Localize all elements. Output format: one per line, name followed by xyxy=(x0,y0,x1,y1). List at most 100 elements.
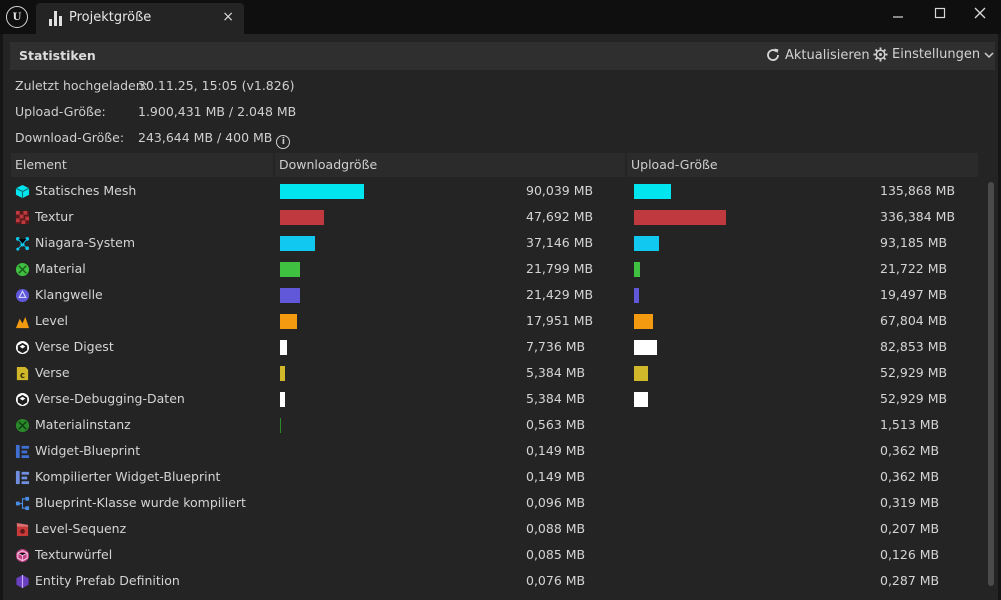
refresh-icon xyxy=(767,48,779,61)
row-name: Texturwürfel xyxy=(35,547,113,562)
download-value: 0,076 MB xyxy=(526,573,586,588)
minimize-button[interactable] xyxy=(884,4,912,22)
column-download[interactable]: Downloadgröße xyxy=(275,153,625,177)
download-size-value-wrap: 243,644 MB / 400 MB i xyxy=(138,130,291,149)
scrollbar-thumb[interactable] xyxy=(988,182,994,586)
upload-bar xyxy=(634,366,648,381)
download-bar xyxy=(280,288,300,303)
tab-projektgroesse[interactable]: Projektgröße × xyxy=(36,3,244,34)
download-size-label: Download-Größe: xyxy=(15,130,125,145)
table-row[interactable]: Level-Sequenz 0,088 MB 0,207 MB xyxy=(11,516,978,542)
maximize-button[interactable] xyxy=(926,4,954,22)
upload-value: 19,497 MB xyxy=(880,287,948,302)
upload-value: 0,319 MB xyxy=(880,495,940,510)
material-icon xyxy=(15,262,30,277)
table-row[interactable]: Widget-Blueprint 0,149 MB 0,362 MB xyxy=(11,438,978,464)
row-name: Material xyxy=(35,261,86,276)
row-name: Blueprint-Klasse wurde kompiliert xyxy=(35,495,246,510)
minimize-icon xyxy=(893,16,903,18)
table-row[interactable]: Niagara-System 37,146 MB 93,185 MB xyxy=(11,230,978,256)
download-value: 37,146 MB xyxy=(526,235,594,250)
last-upload-label: Zuletzt hochgeladen: xyxy=(15,78,148,93)
tab-title: Projektgröße xyxy=(69,10,152,25)
unreal-logo-icon[interactable]: U xyxy=(6,6,28,28)
download-value: 21,429 MB xyxy=(526,287,594,302)
column-upload[interactable]: Upload-Größe xyxy=(627,153,978,177)
close-window-button[interactable] xyxy=(966,4,994,22)
title-bar: U Projektgröße × xyxy=(0,0,1001,34)
chart-icon xyxy=(49,11,62,26)
row-name: Kompilierter Widget-Blueprint xyxy=(35,469,221,484)
panel-title: Statistiken xyxy=(19,48,96,63)
table-row[interactable]: Verse Digest 7,736 MB 82,853 MB xyxy=(11,334,978,360)
download-value: 0,096 MB xyxy=(526,495,586,510)
upload-value: 82,853 MB xyxy=(880,339,948,354)
upload-bar xyxy=(634,288,639,303)
upload-value: 52,929 MB xyxy=(880,365,948,380)
table-row[interactable]: Klangwelle 21,429 MB 19,497 MB xyxy=(11,282,978,308)
settings-label: Einstellungen xyxy=(892,47,981,62)
last-upload-row: Zuletzt hochgeladen: 30.11.25, 15:05 (v1… xyxy=(15,78,295,93)
row-name: Materialinstanz xyxy=(35,417,131,432)
table-row[interactable]: Textur 47,692 MB 336,384 MB xyxy=(11,204,978,230)
upload-value: 1,513 MB xyxy=(880,417,940,432)
download-value: 21,799 MB xyxy=(526,261,594,276)
upload-bar xyxy=(634,392,648,407)
settings-button[interactable]: Einstellungen xyxy=(873,47,994,62)
row-name: Widget-Blueprint xyxy=(35,443,141,458)
download-bar xyxy=(280,236,315,251)
soundwave-icon xyxy=(15,288,30,303)
download-bar xyxy=(280,418,281,433)
column-element[interactable]: Element xyxy=(11,153,273,177)
compiled-widget-icon xyxy=(15,470,30,485)
tab-close-icon[interactable]: × xyxy=(222,9,234,25)
table-row[interactable]: Materialinstanz 0,563 MB 1,513 MB xyxy=(11,412,978,438)
static-mesh-icon xyxy=(15,184,30,199)
refresh-button[interactable]: Aktualisieren xyxy=(765,47,870,63)
upload-bar xyxy=(634,184,671,199)
verse-digest-icon xyxy=(15,340,30,355)
download-bar xyxy=(280,366,285,381)
upload-value: 0,362 MB xyxy=(880,469,940,484)
upload-value: 0,207 MB xyxy=(880,521,940,536)
download-bar xyxy=(280,184,364,199)
table-row[interactable]: Entity Prefab Definition 0,076 MB 0,287 MB xyxy=(11,568,978,594)
upload-value: 135,868 MB xyxy=(880,183,956,198)
table-row[interactable]: Verse-Debugging-Daten 5,384 MB 52,929 MB xyxy=(11,386,978,412)
table-row[interactable]: Statisches Mesh 90,039 MB 135,868 MB xyxy=(11,178,978,204)
info-icon[interactable]: i xyxy=(276,135,291,149)
download-value: 0,149 MB xyxy=(526,469,586,484)
download-value: 47,692 MB xyxy=(526,209,594,224)
level-sequence-icon xyxy=(16,522,29,537)
row-name: Textur xyxy=(35,209,74,224)
table-row[interactable]: Kompilierter Widget-Blueprint 0,149 MB 0,3… xyxy=(11,464,978,490)
upload-value: 0,287 MB xyxy=(880,573,940,588)
upload-bar xyxy=(634,236,659,251)
upload-value: 0,362 MB xyxy=(880,443,940,458)
statistics-panel: Statistiken Aktualisieren Einstellungen xyxy=(3,34,998,600)
entity-prefab-icon xyxy=(16,574,29,589)
upload-size-label: Upload-Größe: xyxy=(15,104,106,119)
download-bar xyxy=(280,392,285,407)
upload-bar xyxy=(634,210,726,225)
upload-value: 21,722 MB xyxy=(880,261,948,276)
download-size-row: Download-Größe: 243,644 MB / 400 MB i xyxy=(15,130,291,149)
upload-value: 52,929 MB xyxy=(880,391,948,406)
download-bar xyxy=(280,314,297,329)
table-row[interactable]: Material 21,799 MB 21,722 MB xyxy=(11,256,978,282)
upload-bar xyxy=(634,340,657,355)
table-row[interactable]: Level 17,951 MB 67,804 MB xyxy=(11,308,978,334)
panel-header: Statistiken Aktualisieren Einstellungen xyxy=(10,42,995,70)
download-value: 0,149 MB xyxy=(526,443,586,458)
chevron-down-icon xyxy=(984,51,994,58)
row-name: Level xyxy=(35,313,68,328)
table-row[interactable]: Texturwürfel 0,085 MB 0,126 MB xyxy=(11,542,978,568)
table-row[interactable]: Blueprint-Klasse wurde kompiliert 0,096 M… xyxy=(11,490,978,516)
material-instance-icon xyxy=(15,418,30,433)
download-bar xyxy=(280,340,287,355)
blueprint-class-icon xyxy=(15,496,30,511)
upload-bar xyxy=(634,314,653,329)
upload-size-value: 1.900,431 MB / 2.048 MB xyxy=(138,104,297,119)
table-row[interactable]: c Verse 5,384 MB 52,929 MB xyxy=(11,360,978,386)
upload-value: 0,126 MB xyxy=(880,547,940,562)
